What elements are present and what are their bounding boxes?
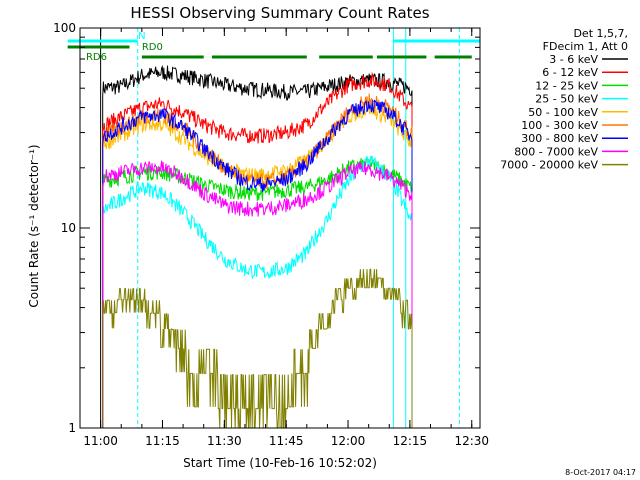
series-line-0 [102, 64, 413, 428]
x-tick-label-6: 12:30 [454, 434, 489, 448]
legend-label-2: 12 - 25 keV [535, 79, 598, 92]
series-line-7 [102, 160, 413, 428]
y-tick-label-1: 10 [61, 221, 76, 235]
series-line-8 [102, 268, 413, 429]
x-tick-label-1: 11:15 [145, 434, 180, 448]
legend-label-4: 50 - 100 keV [528, 106, 598, 119]
series-line-1 [102, 71, 413, 428]
status-bar-rd6-1 [211, 55, 307, 59]
status-bar-n-0 [67, 39, 138, 43]
legend-label-7: 800 - 7000 keV [514, 145, 598, 158]
y-tick-label-0: 1 [68, 421, 76, 435]
x-tick-label-3: 11:45 [269, 434, 304, 448]
status-bar-rd6-3 [376, 55, 427, 59]
status-bar-rd0-0 [67, 45, 130, 49]
status-label-rd6: RD6 [86, 52, 107, 63]
x-tick-label-0: 11:00 [83, 434, 118, 448]
series-line-2 [102, 156, 413, 428]
legend-label-8: 7000 - 20000 keV [500, 159, 598, 172]
series-line-6 [102, 99, 413, 428]
legend-header-1: FDecim 1, Att 0 [543, 40, 628, 53]
status-bar-rd6-2 [319, 55, 373, 59]
legend-label-5: 100 - 300 keV [521, 119, 598, 132]
footer-date: 8-Oct-2017 04:17 [565, 468, 636, 477]
status-bar-rd6-0 [141, 55, 204, 59]
legend-label-1: 6 - 12 keV [542, 66, 598, 79]
legend-label-6: 300 - 800 keV [521, 132, 598, 145]
y-axis-label: Count Rate (s⁻¹ detector⁻¹) [27, 144, 41, 307]
x-tick-label-4: 12:00 [331, 434, 366, 448]
series-line-5 [102, 93, 413, 428]
x-tick-label-5: 12:15 [393, 434, 428, 448]
legend-header-0: Det 1,5,7, [573, 27, 628, 40]
plot-frame [79, 27, 481, 429]
chart-title: HESSI Observing Summary Count Rates [130, 4, 429, 22]
x-tick-label-2: 11:30 [207, 434, 242, 448]
legend-label-0: 3 - 6 keV [549, 53, 598, 66]
y-tick-label-2: 100 [53, 21, 76, 35]
x-axis-label: Start Time (10-Feb-16 10:52:02) [183, 456, 377, 470]
status-label-rd0: RD0 [142, 42, 163, 53]
status-bar-rd6-4 [434, 55, 472, 59]
legend-label-3: 25 - 50 keV [535, 93, 598, 106]
status-bar-n-1 [393, 39, 480, 43]
status-label-n: N [138, 31, 145, 42]
